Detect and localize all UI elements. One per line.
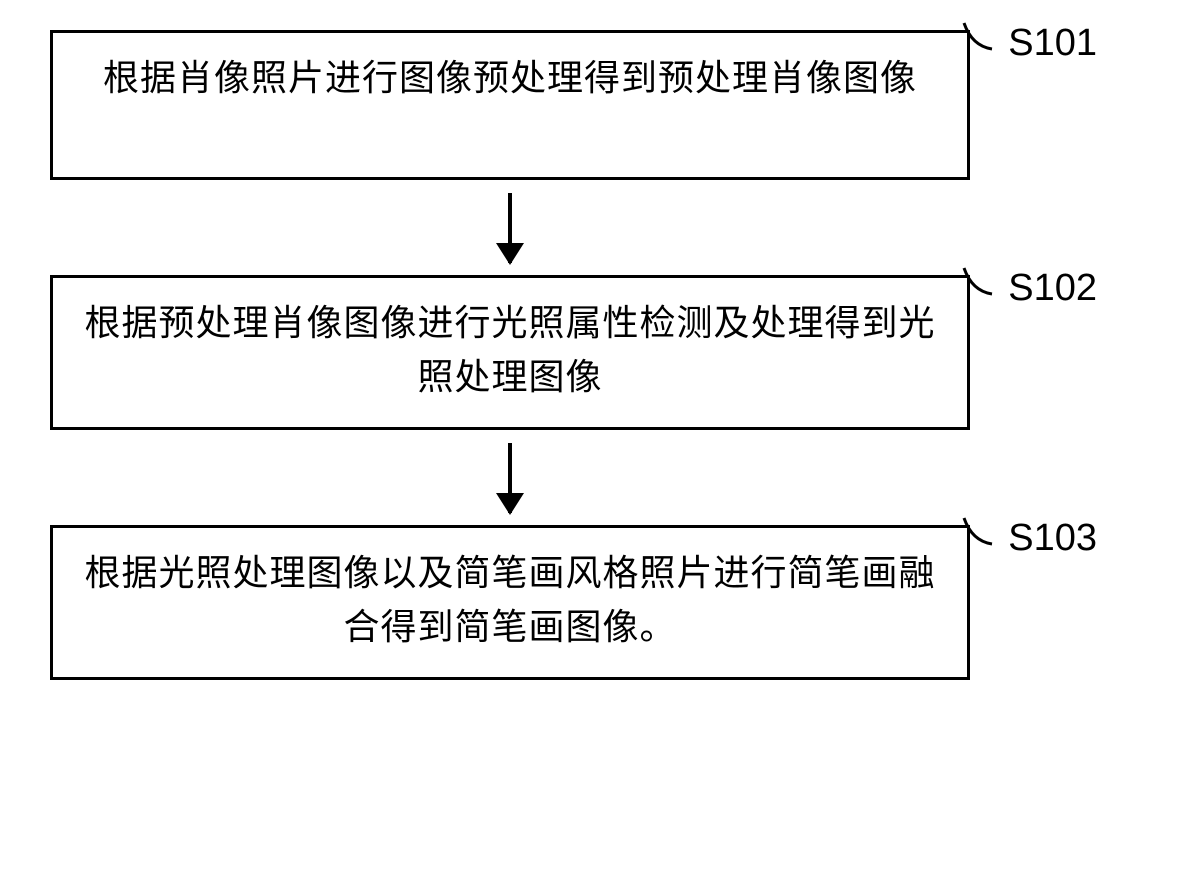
step-label-s102: S102 <box>1008 260 1097 317</box>
flowchart-container: S101 根据肖像照片进行图像预处理得到预处理肖像图像 S102 根据预处理肖像… <box>50 30 1130 680</box>
label-connector-s101 <box>962 21 1002 61</box>
arrow-s101-s102 <box>50 180 970 275</box>
step-text-s103: 根据光照处理图像以及简笔画风格照片进行简笔画融合得到简笔画图像。 <box>83 546 937 654</box>
step-text-s101: 根据肖像照片进行图像预处理得到预处理肖像图像 <box>83 51 937 105</box>
step-text-s102: 根据预处理肖像图像进行光照属性检测及处理得到光照处理图像 <box>83 296 937 404</box>
arrow-s102-s103 <box>50 430 970 525</box>
step-label-s103: S103 <box>1008 510 1097 567</box>
step-box-s101: S101 根据肖像照片进行图像预处理得到预处理肖像图像 <box>50 30 970 180</box>
step-box-s103: S103 根据光照处理图像以及简笔画风格照片进行简笔画融合得到简笔画图像。 <box>50 525 970 680</box>
step-label-s101: S101 <box>1008 15 1097 72</box>
arrow-line <box>508 443 512 513</box>
label-connector-s102 <box>962 266 1002 306</box>
label-connector-s103 <box>962 516 1002 556</box>
step-box-s102: S102 根据预处理肖像图像进行光照属性检测及处理得到光照处理图像 <box>50 275 970 430</box>
arrow-line <box>508 193 512 263</box>
